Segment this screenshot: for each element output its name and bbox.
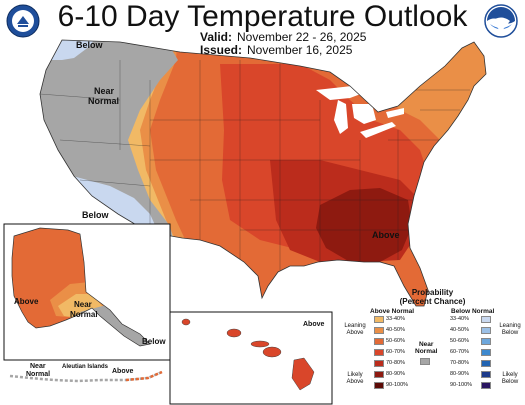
label-aleutian-near-line1: Near	[30, 363, 46, 370]
legend-near-header-line1: Near	[418, 341, 434, 348]
legend-above-bin-swatch	[374, 360, 384, 367]
noaa-logo-icon	[484, 4, 518, 38]
legend-below-bin-label: 40-50%	[450, 327, 469, 333]
header: 6-10 Day Temperature Outlook Valid: Novem…	[0, 0, 525, 58]
lake-michigan	[334, 100, 348, 134]
hawaii-kauai	[181, 318, 191, 326]
hawaii-molokai	[250, 340, 270, 348]
doc-seal-icon	[6, 4, 40, 38]
legend-leaning-below: Leaning Below	[495, 323, 525, 337]
legend-above-bin-swatch	[374, 349, 384, 356]
label-alaska-above: Above	[14, 297, 39, 306]
hawaii-islands	[181, 318, 315, 391]
valid-dates-value: November 22 - 26, 2025	[237, 30, 367, 44]
label-above-se: Above	[372, 230, 400, 240]
legend-above-bin-swatch	[374, 382, 384, 389]
legend-leaning-above: Leaning Above	[340, 323, 370, 337]
legend-below-bin-swatch	[481, 327, 491, 334]
legend-above-bin-label: 80-90%	[386, 371, 405, 377]
legend-near-swatch	[420, 358, 430, 365]
label-aleutian-near-line2: Normal	[26, 371, 50, 378]
issued-date: Issued: November 16, 2025	[200, 43, 352, 57]
legend-likely-above: Likely Above	[340, 372, 370, 386]
hawaii-inset-frame	[169, 311, 333, 405]
legend-above-bin-label: 90-100%	[386, 382, 409, 388]
legend-above-bin-label: 60-70%	[386, 349, 405, 355]
issued-date-value: November 16, 2025	[247, 43, 353, 57]
label-below-sw: Below	[82, 210, 110, 220]
legend-below-bin-label: 50-60%	[450, 338, 469, 344]
label-below-nw: Below	[76, 40, 104, 50]
hawaii-oahu	[226, 328, 242, 338]
lake-huron	[352, 104, 376, 124]
legend-likely-below: Likely Below	[495, 372, 525, 386]
hawaii-big-island	[291, 357, 315, 391]
legend-below-bin-label: 80-90%	[450, 371, 469, 377]
aleutian-islands-shape	[9, 370, 163, 383]
legend-below-bin-label: 70-80%	[450, 360, 469, 366]
legend-above-bin-label: 50-60%	[386, 338, 405, 344]
hawaii-maui	[262, 346, 282, 358]
legend-below-bin-swatch	[481, 382, 491, 389]
legend: Probability (Percent Chance) Above Norma…	[340, 288, 525, 405]
legend-leaning-below-line2: Below	[501, 330, 519, 336]
legend-likely-below-line2: Below	[501, 379, 519, 385]
legend-likely-below-line1: Likely	[502, 372, 518, 378]
legend-below-bin-label: 90-100%	[450, 382, 473, 388]
label-alaska-near-line1: Near	[74, 300, 92, 309]
legend-above-header: Above Normal	[370, 308, 415, 315]
legend-title: Probability	[411, 288, 454, 297]
conus-80-90-area	[316, 188, 412, 262]
label-alaska-below: Below	[142, 337, 166, 346]
label-near-normal-line1: Near	[94, 86, 115, 96]
legend-below-bin-swatch	[481, 316, 491, 323]
state-boundaries	[40, 60, 470, 270]
legend-leaning-above-line2: Above	[346, 330, 364, 336]
page-title: 6-10 Day Temperature Outlook	[57, 0, 468, 33]
lake-ontario	[386, 108, 404, 118]
lake-erie	[360, 122, 396, 138]
issued-label: Issued:	[200, 43, 243, 57]
legend-likely-above-line2: Above	[346, 379, 364, 385]
legend-above-bin-swatch	[374, 371, 384, 378]
label-aleutian-islands: Aleutian Islands	[62, 364, 109, 370]
label-hawaii-above: Above	[303, 321, 325, 328]
legend-above-bin-swatch	[374, 327, 384, 334]
legend-above-bin-swatch	[374, 316, 384, 323]
legend-above-bin-label: 40-50%	[386, 327, 405, 333]
label-near-normal-line2: Normal	[88, 96, 119, 106]
legend-above-bin-label: 33-40%	[386, 316, 405, 322]
legend-above-bin-swatch	[374, 338, 384, 345]
legend-below-bin-label: 60-70%	[450, 349, 469, 355]
valid-dates: Valid: November 22 - 26, 2025	[200, 30, 366, 44]
legend-below-header: Below Normal	[451, 308, 495, 315]
legend-leaning-below-line1: Leaning	[499, 323, 521, 329]
legend-below-bin-label: 33-40%	[450, 316, 469, 322]
legend-below-bin-swatch	[481, 338, 491, 345]
legend-near-header: Near Normal	[415, 341, 437, 355]
aleutian-above-segment	[125, 370, 163, 382]
legend-near-header-line2: Normal	[415, 348, 438, 355]
legend-likely-above-line1: Likely	[347, 372, 363, 378]
legend-leaning-above-line1: Leaning	[344, 323, 366, 329]
legend-above-bin-label: 70-80%	[386, 360, 405, 366]
label-alaska-near-line2: Normal	[70, 310, 98, 319]
legend-subtitle: (Percent Chance)	[399, 297, 466, 306]
label-aleutian-above: Above	[112, 368, 134, 375]
alaska-outline	[11, 227, 151, 347]
legend-below-bin-swatch	[481, 349, 491, 356]
legend-below-bin-swatch	[481, 360, 491, 367]
legend-below-bin-swatch	[481, 371, 491, 378]
valid-label: Valid:	[200, 30, 233, 44]
